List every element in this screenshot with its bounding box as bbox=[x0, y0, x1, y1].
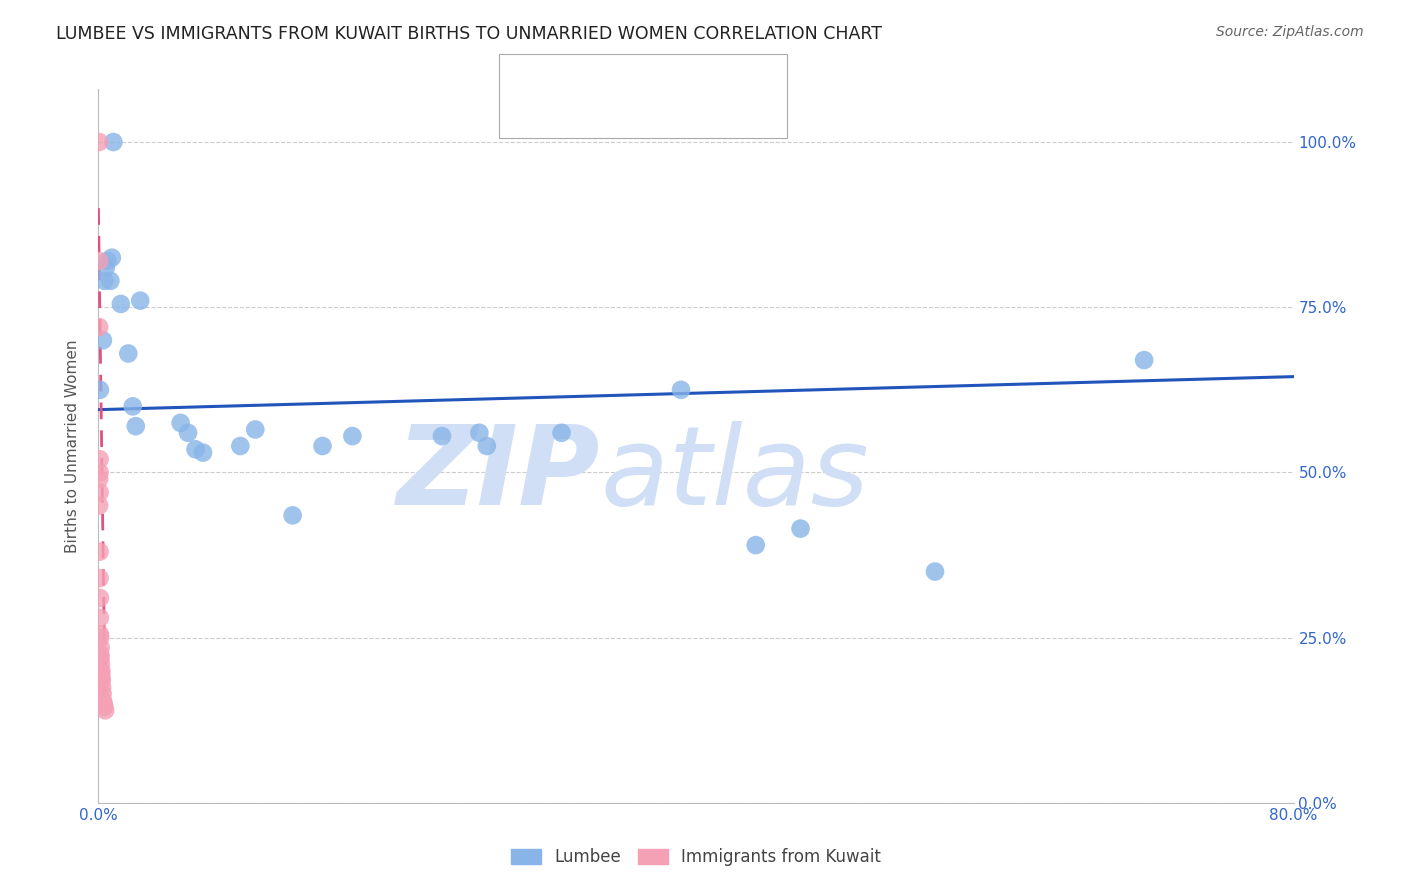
Point bbox=[89, 472, 111, 486]
Point bbox=[103, 135, 125, 149]
Point bbox=[129, 293, 152, 308]
Point bbox=[430, 429, 453, 443]
Point bbox=[93, 697, 115, 711]
Point bbox=[229, 439, 252, 453]
Point bbox=[89, 466, 111, 480]
Point bbox=[110, 297, 132, 311]
Bar bbox=[510, 102, 538, 128]
Point bbox=[101, 251, 124, 265]
Point bbox=[93, 700, 115, 714]
Point bbox=[90, 640, 112, 655]
Point bbox=[98, 274, 122, 288]
Point bbox=[91, 687, 114, 701]
Text: LUMBEE VS IMMIGRANTS FROM KUWAIT BIRTHS TO UNMARRIED WOMEN CORRELATION CHART: LUMBEE VS IMMIGRANTS FROM KUWAIT BIRTHS … bbox=[56, 25, 882, 43]
Text: atlas: atlas bbox=[600, 421, 869, 528]
Point bbox=[342, 429, 364, 443]
Point bbox=[89, 254, 111, 268]
Point bbox=[93, 274, 115, 288]
Point bbox=[90, 670, 112, 684]
Point bbox=[789, 522, 811, 536]
Point bbox=[90, 657, 112, 671]
Point bbox=[125, 419, 148, 434]
Point bbox=[468, 425, 491, 440]
Point bbox=[924, 565, 946, 579]
Point bbox=[121, 400, 143, 414]
Point bbox=[90, 667, 112, 681]
Point bbox=[89, 320, 111, 334]
Point bbox=[89, 383, 111, 397]
Point bbox=[91, 693, 114, 707]
Point bbox=[281, 508, 304, 523]
Point bbox=[311, 439, 333, 453]
Text: R =  0.596   N =  28: R = 0.596 N = 28 bbox=[546, 106, 759, 125]
Point bbox=[89, 499, 111, 513]
Point bbox=[91, 333, 114, 347]
Point bbox=[94, 703, 117, 717]
Point bbox=[90, 650, 112, 665]
Text: Source: ZipAtlas.com: Source: ZipAtlas.com bbox=[1216, 25, 1364, 39]
Point bbox=[89, 611, 111, 625]
Point bbox=[89, 485, 111, 500]
Point bbox=[89, 647, 111, 661]
Bar bbox=[510, 65, 538, 91]
Point bbox=[169, 416, 191, 430]
Point bbox=[550, 425, 572, 440]
Point bbox=[90, 673, 112, 688]
Point bbox=[184, 442, 207, 457]
Point bbox=[1133, 353, 1156, 368]
Text: R =  0.031   N =  31: R = 0.031 N = 31 bbox=[546, 69, 758, 87]
Point bbox=[89, 135, 111, 149]
Point bbox=[89, 591, 111, 605]
Point bbox=[669, 383, 692, 397]
Y-axis label: Births to Unmarried Women: Births to Unmarried Women bbox=[65, 339, 80, 553]
Point bbox=[91, 680, 114, 694]
Point bbox=[89, 571, 111, 585]
Point bbox=[475, 439, 498, 453]
Point bbox=[117, 346, 139, 360]
Point bbox=[89, 545, 111, 559]
Point bbox=[745, 538, 768, 552]
Point bbox=[191, 445, 214, 459]
Point bbox=[89, 627, 111, 641]
Text: ZIP: ZIP bbox=[396, 421, 600, 528]
Point bbox=[96, 254, 118, 268]
Point bbox=[177, 425, 200, 440]
Point bbox=[245, 422, 267, 436]
Point bbox=[94, 260, 117, 275]
Point bbox=[89, 452, 111, 467]
Legend: Lumbee, Immigrants from Kuwait: Lumbee, Immigrants from Kuwait bbox=[505, 842, 887, 873]
Point bbox=[89, 631, 111, 645]
Point bbox=[90, 664, 112, 678]
